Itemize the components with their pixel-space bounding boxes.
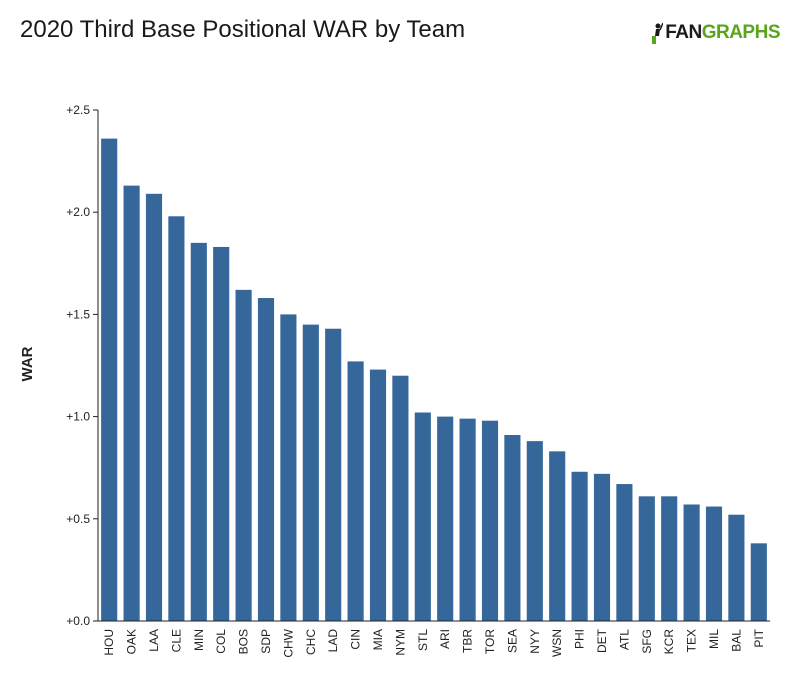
x-tick-label: TEX: [685, 629, 699, 652]
x-tick-label: COL: [214, 629, 228, 654]
x-tick-label: HOU: [102, 629, 116, 656]
bar-min: [190, 242, 207, 622]
bar-tex: [683, 504, 700, 621]
bar-bos: [235, 289, 252, 621]
bar-ari: [437, 416, 454, 621]
x-tick-label: TBR: [461, 629, 475, 653]
x-tick-label: CHW: [281, 628, 295, 657]
x-tick-label: CLE: [169, 629, 183, 652]
bar-det: [593, 473, 611, 621]
bar-wsn: [549, 451, 566, 621]
x-tick-label: BAL: [729, 629, 743, 652]
y-tick-label: +0.5: [66, 512, 90, 526]
bar-cin: [347, 361, 364, 621]
x-tick-label: KCR: [662, 629, 676, 655]
bar-cle: [168, 216, 185, 621]
x-tick-label: NYM: [393, 629, 407, 656]
chart-title: 2020 Third Base Positional WAR by Team: [20, 16, 466, 43]
bar-mia: [369, 369, 387, 621]
x-tick-label: ARI: [438, 629, 452, 649]
bar-oak: [123, 185, 140, 622]
fangraphs-logo: FAN GRAPHS: [649, 20, 781, 46]
bar-pit: [750, 543, 767, 621]
x-tick-label: MIN: [192, 629, 206, 651]
bar-stl: [414, 412, 431, 621]
bar-nym: [392, 375, 409, 621]
bar-kcr: [661, 496, 678, 621]
x-tick-label: ATL: [617, 629, 631, 650]
x-tick-label: WSN: [550, 629, 564, 657]
x-tick-label: SEA: [505, 629, 519, 653]
y-tick-label: +2.5: [66, 103, 90, 117]
y-axis-label: WAR: [19, 346, 36, 381]
bar-laa: [145, 193, 163, 621]
bar-sea: [504, 434, 521, 621]
bars: [101, 138, 767, 622]
bar-lad: [325, 328, 342, 621]
bar-sfg: [638, 496, 655, 621]
bar-phi: [571, 471, 588, 621]
x-tick-label: BOS: [237, 629, 251, 654]
x-tick-label: SDP: [259, 629, 273, 654]
x-tick-label: TOR: [483, 629, 497, 654]
y-tick-label: +0.0: [66, 614, 90, 628]
bar-chc: [302, 324, 319, 621]
bar-mil: [705, 506, 723, 621]
y-tick-label: +1.5: [66, 307, 90, 321]
x-tick-label: NYY: [528, 629, 542, 654]
x-tick-label: LAA: [147, 629, 161, 652]
x-tick-label: CIN: [349, 629, 363, 650]
x-tick-label: MIA: [371, 629, 385, 650]
bar-bal: [728, 514, 745, 621]
x-tick-label: PIT: [752, 628, 766, 647]
bar-sdp: [257, 298, 275, 621]
x-tick-label: OAK: [125, 629, 139, 654]
x-tick-label: PHI: [573, 629, 587, 649]
bar-col: [213, 246, 230, 621]
x-tick-label: SFG: [640, 629, 654, 654]
bar-chw: [280, 314, 297, 621]
y-tick-label: +1.0: [66, 410, 90, 424]
x-axis: HOU OAK LAA CLE MIN COL BOS SDP CHW CHC LAD CIN MIA N…: [98, 620, 770, 658]
logo-text-fan: FAN: [665, 22, 702, 43]
logo-text-graphs: GRAPHS: [701, 22, 781, 43]
x-tick-label: STL: [416, 629, 430, 651]
bar-tbr: [459, 418, 476, 621]
y-tick-label: +2.0: [66, 205, 90, 219]
y-axis: +0.0 +0.5 +1.0 +1.5 +2.0 +2.5: [66, 103, 99, 628]
x-tick-label: DET: [595, 628, 609, 653]
x-tick-label: MIL: [707, 629, 721, 649]
x-tick-label: LAD: [326, 629, 340, 653]
bar-nyy: [526, 441, 543, 621]
bar-atl: [616, 484, 633, 621]
bar-tor: [481, 420, 499, 621]
x-tick-label: CHC: [304, 629, 318, 655]
bar-hou: [101, 138, 118, 621]
batter-icon: [652, 22, 664, 44]
